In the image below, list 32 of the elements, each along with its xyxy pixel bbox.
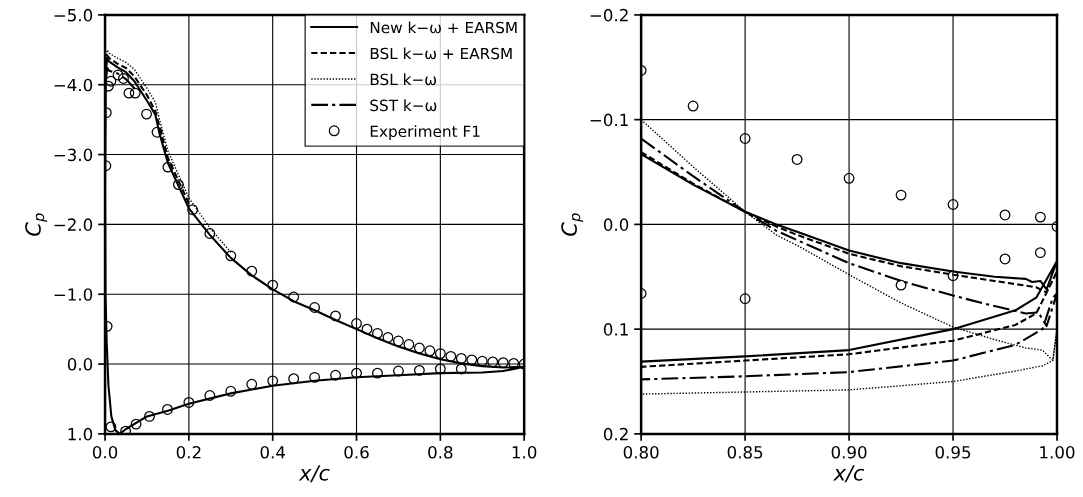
x-tick-label: 0.85 bbox=[727, 445, 763, 459]
legend-label: SST k−ω bbox=[370, 99, 437, 112]
x-tick-label: 1.00 bbox=[1040, 445, 1075, 459]
legend-label: BSL k−ω bbox=[370, 73, 436, 86]
y-tick-label: 0.2 bbox=[603, 427, 628, 441]
x-tick-label: 0.2 bbox=[176, 445, 201, 459]
x-tick-label: 1.0 bbox=[512, 445, 537, 459]
x-tick-label: 0.95 bbox=[935, 445, 971, 459]
legend-label: Experiment F1 bbox=[370, 125, 480, 141]
x-axis-title: x/c bbox=[298, 465, 330, 483]
y-tick-label: −4.0 bbox=[54, 78, 93, 92]
y-tick-label: 0.0 bbox=[67, 358, 93, 371]
x-tick-label: 0.90 bbox=[831, 445, 867, 459]
y-tick-label: −5.0 bbox=[54, 8, 93, 22]
x-tick-label: 0.80 bbox=[623, 445, 659, 459]
legend-label: BSL k−ω + EARSM bbox=[370, 47, 512, 60]
y-tick-label: −2.0 bbox=[54, 218, 93, 231]
y-tick-label: −3.0 bbox=[54, 148, 93, 162]
y-tick-label: −0.2 bbox=[590, 8, 628, 22]
y-tick-label: 0.1 bbox=[603, 323, 628, 336]
y-tick-label: −0.1 bbox=[590, 113, 628, 127]
y-axis-title: C$_{p}$ bbox=[25, 213, 48, 236]
x-tick-label: 0.4 bbox=[260, 445, 286, 459]
y-axis-title: C$_{p}$ bbox=[561, 213, 584, 236]
y-tick-label: −1.0 bbox=[54, 288, 93, 301]
x-tick-label: 0.0 bbox=[92, 445, 118, 459]
legend-label: New k−ω + EARSM bbox=[370, 21, 517, 34]
x-axis-title: x/c bbox=[833, 465, 865, 483]
y-tick-label: 1.0 bbox=[68, 427, 93, 441]
x-tick-label: 0.8 bbox=[428, 445, 453, 459]
y-tick-label: 0.0 bbox=[603, 218, 629, 231]
x-tick-label: 0.6 bbox=[344, 445, 369, 459]
